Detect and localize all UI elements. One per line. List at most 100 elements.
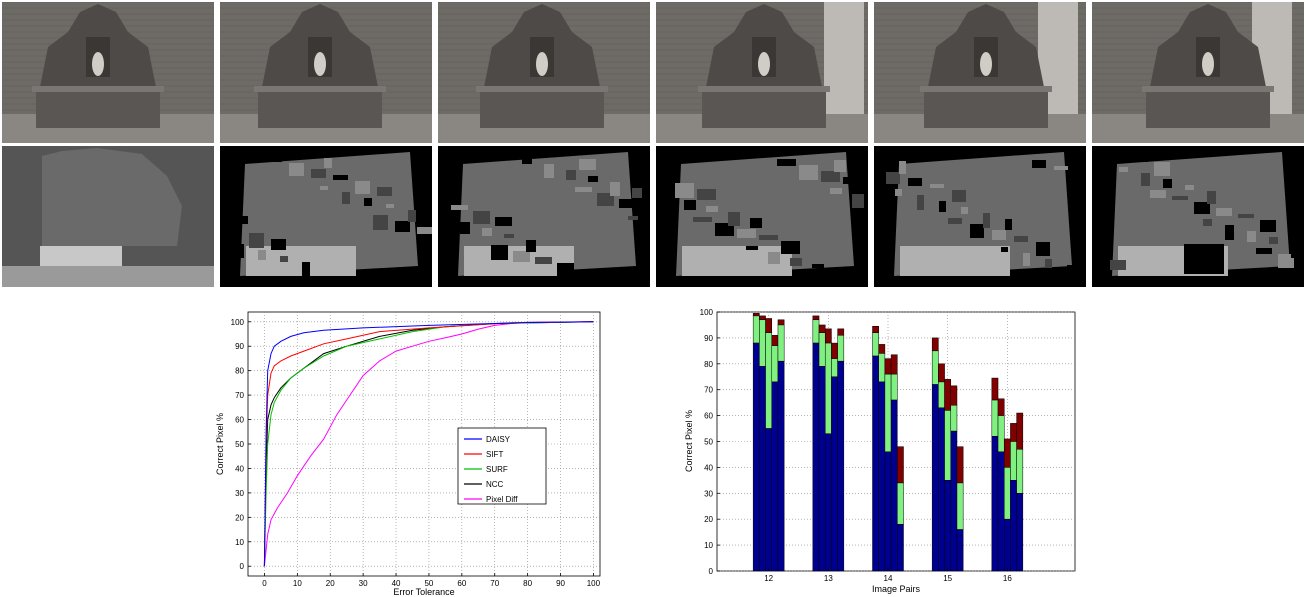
bar-mid-segment: [752, 315, 760, 344]
x-tick-label: 13: [824, 574, 833, 583]
bar-top-segment: [897, 446, 904, 484]
bar-mid-segment: [759, 319, 766, 367]
y-tick-label: 100: [700, 308, 714, 317]
depth-6: [1092, 146, 1304, 287]
bar-base-segment: [759, 366, 766, 572]
x-tick-label: 12: [764, 574, 773, 583]
bar-mid-segment: [872, 332, 879, 357]
bar-mid-segment: [884, 373, 892, 453]
bar-mid-segment: [765, 332, 773, 429]
bar-mid-segment: [1003, 467, 1011, 520]
y-tick-label: 80: [235, 367, 244, 376]
bar-mid-segment: [812, 319, 820, 344]
legend-box: [457, 427, 547, 505]
legend-label: Pixel Diff: [486, 495, 518, 504]
bar-mid-segment: [931, 350, 939, 385]
y-tick-label: 70: [704, 386, 713, 395]
y-tick-label: 60: [235, 416, 244, 425]
bar-mid-segment: [878, 353, 886, 383]
bar-base-segment: [1003, 518, 1011, 572]
bars: [752, 313, 1024, 572]
bar-base-segment: [884, 451, 892, 572]
photo-4: [656, 2, 868, 143]
bar-mid-segment: [771, 345, 779, 383]
photo-6: [1092, 2, 1304, 143]
legend-label: SURF: [486, 465, 508, 474]
bar-top-segment: [890, 354, 898, 375]
bar-top-segment: [950, 385, 958, 406]
depth-4: [656, 146, 868, 287]
bar-mid-segment: [831, 358, 838, 377]
bar-base-segment: [878, 381, 886, 572]
y-tick-label: 40: [704, 463, 713, 472]
stacked-bar-chart: 0 10 20 30 40 50 60 70 80 90 100 12 13 14 15 16 Image P…: [684, 308, 1076, 594]
bar-mid-segment: [890, 373, 898, 401]
x-tick-label: 90: [556, 579, 565, 588]
bar-mid-segment: [837, 335, 845, 362]
bar-base-segment: [897, 524, 904, 572]
bar-mid-segment: [777, 324, 785, 362]
bar-mid-segment: [950, 404, 958, 432]
bar-base-segment: [1010, 480, 1017, 572]
bar-top-segment: [765, 318, 773, 333]
bar-base-segment: [752, 342, 760, 572]
bar-mid-segment: [997, 415, 1005, 453]
bar-top-segment: [1016, 412, 1024, 450]
bar-top-segment: [759, 315, 766, 321]
bar-mid-segment: [938, 381, 945, 409]
bar-base-segment: [1016, 493, 1024, 572]
bar-top-segment: [872, 325, 879, 333]
y-tick-label: 0: [709, 567, 714, 576]
legend-label: NCC: [486, 480, 504, 489]
y-tick-label: 90: [704, 334, 713, 343]
bar-top-segment: [831, 342, 838, 359]
y-tick-label: 40: [235, 464, 244, 473]
legend: DAISY SIFT SURF NCC Pixel Diff: [457, 427, 547, 505]
y-tick-label: 70: [235, 391, 244, 400]
y-axis-label: Correct Pixel %: [684, 410, 694, 472]
bar-top-segment: [1010, 423, 1017, 442]
bar-mid-segment: [818, 332, 826, 367]
bar-base-segment: [824, 433, 832, 572]
x-tick-label: 60: [457, 579, 466, 588]
bar-base-segment: [950, 430, 958, 572]
bar-top-segment: [878, 344, 886, 354]
depth-2: [220, 146, 432, 287]
bar-top-segment: [777, 319, 785, 326]
depth-ground-truth: [2, 146, 214, 287]
x-axis-label: Image Pairs: [872, 584, 921, 594]
y-tick-label: 10: [704, 541, 713, 550]
bar-mid-segment: [956, 482, 964, 530]
y-tick-label: 80: [704, 360, 713, 369]
y-tick-label: 30: [235, 489, 244, 498]
bar-top-segment: [884, 358, 892, 375]
bar-base-segment: [837, 360, 845, 572]
bar-top-segment: [1003, 438, 1011, 468]
bar-base-segment: [997, 451, 1005, 572]
bar-base-segment: [777, 360, 785, 572]
bar-base-segment: [931, 384, 939, 572]
x-tick-label: 15: [943, 574, 952, 583]
series-line-sift: [263, 321, 594, 567]
bar-top-segment: [938, 363, 945, 383]
bar-mid-segment: [1010, 441, 1017, 481]
series-lines: [263, 321, 594, 567]
y-tick-label: 30: [704, 489, 713, 498]
bar-top-segment: [824, 328, 832, 344]
bar-mid-segment: [1016, 449, 1024, 494]
bar-top-segment: [837, 328, 845, 336]
bar-top-segment: [944, 379, 952, 411]
axis-ticks: 0 10 20 30 40 50 60 70 80 90 100 0 10 20 30 40 50 60 70 80 9…: [231, 318, 601, 588]
bar-base-segment: [944, 480, 952, 572]
x-tick-label: 70: [490, 579, 499, 588]
legend-label: DAISY: [486, 435, 511, 444]
bar-top-segment: [931, 337, 939, 352]
x-tick-label: 10: [293, 579, 302, 588]
bar-base-segment: [818, 366, 826, 572]
bar-base-segment: [938, 407, 945, 572]
bar-mid-segment: [897, 482, 904, 525]
series-line-daisy: [263, 321, 594, 567]
x-tick-label: 16: [1003, 574, 1012, 583]
y-tick-label: 50: [704, 438, 713, 447]
depth-3: [438, 146, 650, 287]
